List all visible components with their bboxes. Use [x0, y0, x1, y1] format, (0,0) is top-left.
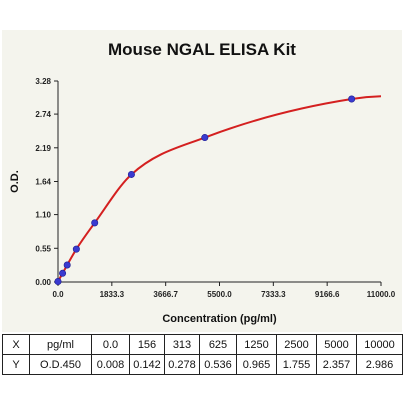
- data-point: [91, 219, 99, 227]
- y-tick-label: 0.00: [35, 278, 51, 287]
- table-cell: 0.0: [91, 334, 130, 355]
- fit-curve: [57, 95, 382, 282]
- table-cell: 313: [164, 334, 200, 355]
- table-cell: 1250: [236, 334, 277, 355]
- x-tick-label: 3666.7: [153, 290, 178, 299]
- x-tick-label: 9166.6: [315, 290, 340, 299]
- table-cell: 0.536: [199, 354, 237, 375]
- table-row: Y O.D.450 0.008 0.142 0.278 0.536 0.965 1.755 2.…: [2, 354, 403, 375]
- y-axis-title: O.D.: [9, 170, 21, 193]
- table-cell: 0.008: [91, 354, 130, 375]
- data-point: [63, 261, 71, 269]
- table-cell: 10000: [356, 334, 403, 355]
- table-cell: pg/ml: [29, 334, 92, 355]
- y-tick-label: 2.74: [35, 110, 51, 119]
- table-cell: 2.986: [356, 354, 403, 375]
- x-tick-label: 0.0: [52, 290, 64, 299]
- table-cell: 0.965: [236, 354, 277, 375]
- chart-title: Mouse NGAL ELISA Kit: [108, 40, 296, 59]
- table-cell: 156: [129, 334, 165, 355]
- y-tick-label: 1.64: [35, 178, 51, 187]
- y-tick-label: 2.19: [35, 144, 51, 153]
- x-tick-label: 5500.0: [207, 290, 232, 299]
- data-point: [127, 170, 135, 178]
- table-cell: 0.278: [164, 354, 200, 375]
- data-point: [201, 134, 209, 142]
- y-tick-label: 3.28: [35, 77, 51, 86]
- table-cell: 625: [199, 334, 237, 355]
- table-cell: O.D.450: [29, 354, 92, 375]
- data-point: [72, 245, 80, 253]
- x-tick-label: 11000.0: [367, 290, 396, 299]
- data-point: [54, 278, 62, 286]
- data-point: [59, 269, 67, 277]
- table-cell: 0.142: [129, 354, 165, 375]
- table-cell: Y: [2, 354, 30, 375]
- table-cell: 2500: [276, 334, 317, 355]
- y-tick-label: 0.55: [35, 244, 51, 253]
- x-axis-title: Concentration (pg/ml): [162, 313, 277, 325]
- table-cell: 1.755: [276, 354, 317, 375]
- table-cell: 2.357: [316, 354, 357, 375]
- table-cell: 5000: [316, 334, 357, 355]
- chart-svg: 0.0 1833.3 3666.7 5500.0 7333.3 9166.6 11000.0…: [9, 77, 396, 325]
- x-tick-label: 7333.3: [261, 290, 286, 299]
- y-tick-label: 1.10: [35, 211, 51, 220]
- x-tick-label: 1833.3: [100, 290, 125, 299]
- table-cell: X: [2, 334, 30, 355]
- data-point: [348, 95, 356, 103]
